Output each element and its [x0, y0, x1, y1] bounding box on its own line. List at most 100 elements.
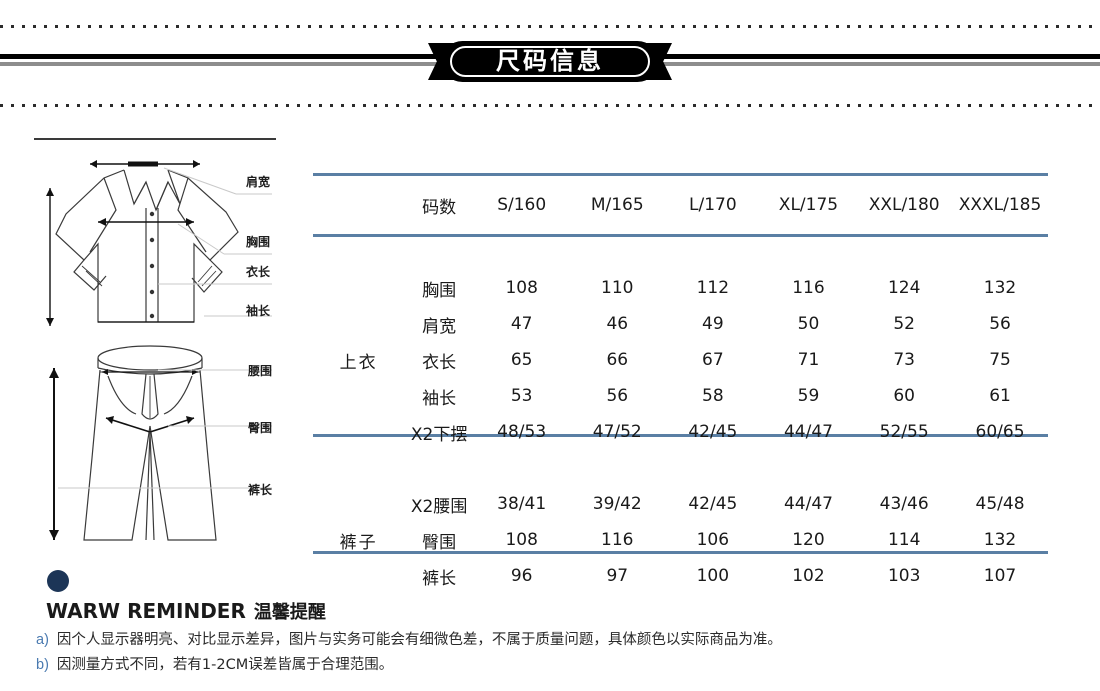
- shirt-label-chest: 胸围: [246, 235, 271, 249]
- size-table: 码数 S/160 M/165 L/170 XL/175 XXL/180 XXXL…: [313, 176, 1048, 594]
- reminder-heading: WARW REMINDER 温馨提醒: [46, 598, 326, 624]
- shirt-label-length: 衣长: [246, 265, 271, 279]
- cell-value: 50: [797, 314, 820, 334]
- cell-value: 97: [606, 566, 629, 586]
- header-size-label: 码数: [422, 197, 457, 218]
- table-spacer: [313, 234, 1048, 270]
- table-rule-bottom: [313, 551, 1048, 554]
- table-row: 裤长 96 97 100 102 103 107: [313, 558, 1048, 594]
- illustration-top-rule: [34, 138, 276, 140]
- pants-label-pantlength: 裤长: [248, 483, 273, 497]
- attr-label: 衣长: [422, 352, 457, 373]
- cell-value: 108: [505, 278, 538, 298]
- table-header-row: 码数 S/160 M/165 L/170 XL/175 XXL/180 XXXL…: [313, 176, 1048, 234]
- cell-value: 60/65: [975, 422, 1025, 442]
- attr-label: X2腰围: [410, 496, 468, 517]
- table-spacer: [313, 450, 1048, 486]
- attr-label: 袖长: [422, 388, 457, 409]
- cell-value: 100: [696, 566, 730, 586]
- note-marker-b: b): [36, 657, 49, 673]
- pants-diagram: [49, 345, 272, 541]
- cell-value: 65: [510, 350, 533, 370]
- header-l: L/170: [689, 195, 737, 215]
- cell-value: 75: [989, 350, 1011, 370]
- cell-value: 66: [606, 350, 629, 370]
- attr-label: 裤长: [422, 568, 457, 589]
- cell-value: 114: [887, 530, 921, 550]
- table-row: 肩宽 47 46 49 50 52 56: [313, 306, 1048, 342]
- cell-value: 39/42: [592, 494, 642, 514]
- top-dotted-divider: [0, 25, 1100, 28]
- cell-value: 52: [893, 314, 915, 334]
- shirt-label-shoulder: 肩宽: [246, 175, 271, 189]
- table-row: 衣长 65 66 67 71 73 75: [313, 342, 1048, 378]
- header-m: M/165: [590, 195, 644, 215]
- header-s: S/160: [497, 195, 547, 215]
- cell-value: 107: [983, 566, 1017, 586]
- reminder-heading-cn: 温馨提醒: [253, 602, 326, 623]
- shirt-label-sleeve: 袖长: [246, 304, 271, 318]
- cell-value: 132: [983, 278, 1017, 298]
- table-row: X2下摆 48/53 47/52 42/45 44/47 52/55 60/65: [313, 414, 1048, 450]
- bullet-dot-icon: [47, 570, 69, 592]
- attr-label: 胸围: [422, 280, 457, 301]
- cell-value: 42/45: [688, 494, 738, 514]
- table-rule-header: [313, 234, 1048, 237]
- attr-label: 臀围: [422, 532, 457, 553]
- category-tops: 上衣: [339, 352, 378, 373]
- cell-value: 46: [606, 314, 629, 334]
- header-xl: XL/175: [778, 195, 839, 215]
- cell-value: 47/52: [592, 422, 642, 442]
- cell-value: 42/45: [688, 422, 738, 442]
- note-text-b: 因测量方式不同，若有1-2CM误差皆属于合理范围。: [56, 657, 394, 673]
- cell-value: 106: [696, 530, 730, 550]
- cell-value: 43/46: [879, 494, 929, 514]
- reminder-heading-en: WARW REMINDER: [46, 599, 246, 623]
- cell-value: 49: [702, 314, 724, 334]
- cell-value: 73: [893, 350, 915, 370]
- attr-label: 肩宽: [422, 316, 457, 337]
- cell-value: 116: [601, 530, 634, 550]
- cell-value: 110: [601, 278, 634, 298]
- cell-value: 124: [887, 278, 921, 298]
- cell-value: 53: [510, 386, 533, 406]
- cell-value: 116: [792, 278, 825, 298]
- cell-value: 120: [792, 530, 825, 550]
- table-rule-top: [313, 173, 1048, 176]
- header-xxl: XXL/180: [868, 195, 940, 215]
- bottom-dotted-divider: [0, 104, 1100, 107]
- attr-label: X2下摆: [410, 424, 468, 445]
- cell-value: 71: [797, 350, 820, 370]
- cell-value: 108: [505, 530, 538, 550]
- shirt-diagram: [46, 160, 272, 326]
- cell-value: 52/55: [879, 422, 929, 442]
- table-row: 臀围 108 116 106 120 114 132: [313, 522, 1048, 558]
- category-pants: 裤子: [339, 532, 378, 553]
- cell-value: 59: [797, 386, 820, 406]
- reminder-note-b: b) 因测量方式不同，若有1-2CM误差皆属于合理范围。: [36, 653, 393, 674]
- pants-label-hip: 臀围: [248, 421, 273, 435]
- cell-value: 48/53: [497, 422, 547, 442]
- cell-value: 44/47: [783, 494, 833, 514]
- cell-value: 61: [989, 386, 1011, 406]
- title-plaque: 尺码信息: [428, 41, 672, 82]
- cell-value: 38/41: [497, 494, 547, 514]
- cell-value: 103: [887, 566, 921, 586]
- cell-value: 44/47: [783, 422, 833, 442]
- header-xxxl: XXXL/185: [958, 195, 1042, 215]
- table-row: 上衣 胸围 108 110 112 116 124 132: [313, 270, 1048, 373]
- note-text-a: 因个人显示器明亮、对比显示差异，图片与实务可能会有细微色差，不属于质量问题，具体…: [56, 632, 782, 648]
- header-category-blank: [313, 176, 404, 234]
- cell-value: 112: [696, 278, 730, 298]
- table-rule-section: [313, 434, 1048, 437]
- cell-value: 56: [989, 314, 1011, 334]
- page-title: 尺码信息: [496, 47, 604, 75]
- cell-value: 60: [893, 386, 915, 406]
- plaque-inner-border: [450, 46, 650, 77]
- cell-value: 67: [702, 350, 724, 370]
- cell-value: 56: [606, 386, 629, 406]
- cell-value: 58: [702, 386, 724, 406]
- table-row: 裤子 X2腰围 38/41 39/42 42/45 44/47 43/46 45…: [313, 486, 1048, 553]
- cell-value: 132: [983, 530, 1017, 550]
- pants-label-waist: 腰围: [248, 364, 273, 378]
